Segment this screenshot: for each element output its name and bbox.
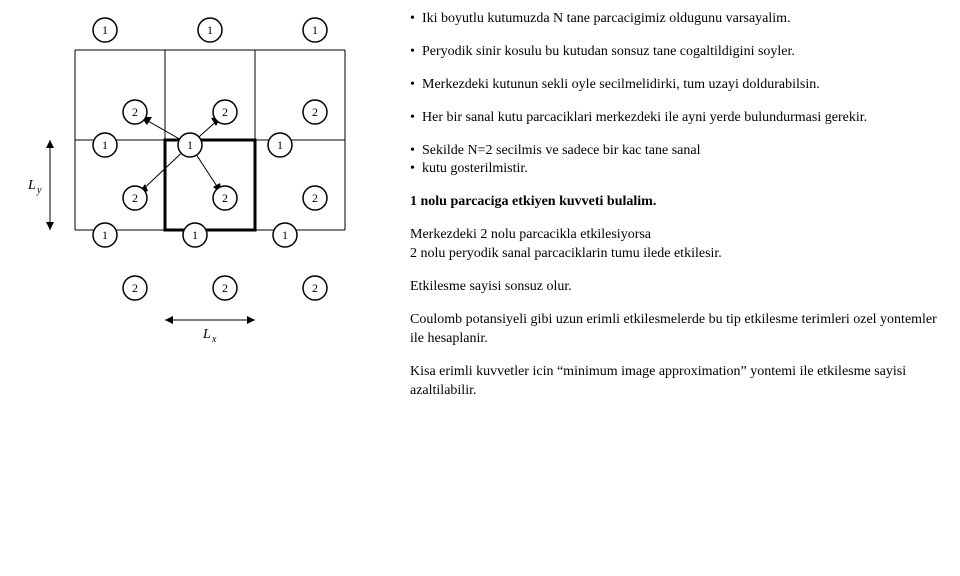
svg-text:1: 1	[102, 138, 108, 152]
para-6: 1 nolu parcaciga etkiyen kuvveti bulalim…	[410, 193, 940, 212]
svg-text:1: 1	[207, 23, 213, 37]
para-3: Merkezdeki kutunun sekli oyle secilmelid…	[422, 76, 820, 95]
svg-text:L: L	[27, 178, 36, 193]
explanation-text: •Iki boyutlu kutumuzda N tane parcacigim…	[380, 10, 940, 430]
svg-text:2: 2	[222, 281, 228, 295]
svg-text:2: 2	[132, 281, 138, 295]
svg-text:1: 1	[192, 228, 198, 242]
interaction-arrows	[138, 117, 222, 194]
svg-text:1: 1	[277, 138, 283, 152]
ly-axis: L y	[27, 140, 54, 230]
svg-text:x: x	[211, 334, 217, 345]
lx-axis: L x	[165, 316, 255, 345]
svg-text:L: L	[202, 327, 211, 342]
svg-text:y: y	[36, 185, 42, 196]
svg-text:2: 2	[312, 191, 318, 205]
svg-text:2: 2	[312, 281, 318, 295]
svg-text:1: 1	[282, 228, 288, 242]
periodic-box-figure: 1 1 1 2 2 2 1 1 1 2 2 2 1 1 1 2 2 2 L y L x	[20, 10, 380, 430]
svg-text:2: 2	[132, 191, 138, 205]
para-7a: Merkezdeki 2 nolu parcacikla etkilesiyor…	[410, 227, 651, 242]
svg-text:1: 1	[102, 23, 108, 37]
svg-text:1: 1	[312, 23, 318, 37]
para-7b: 2 nolu peryodik sanal parcaciklarin tumu…	[410, 246, 722, 261]
para-1: Iki boyutlu kutumuzda N tane parcacigimi…	[422, 10, 791, 29]
para-2: Peryodik sinir kosulu bu kutudan sonsuz …	[422, 43, 795, 62]
para-8: Etkilesme sayisi sonsuz olur.	[410, 278, 940, 297]
svg-text:2: 2	[222, 191, 228, 205]
svg-text:2: 2	[132, 105, 138, 119]
para-10: Kisa erimli kuvvetler icin “minimum imag…	[410, 363, 940, 401]
svg-text:2: 2	[222, 105, 228, 119]
svg-text:2: 2	[312, 105, 318, 119]
svg-text:1: 1	[102, 228, 108, 242]
para-4: Her bir sanal kutu parcaciklari merkezde…	[422, 109, 867, 128]
para-5b: kutu gosterilmistir.	[422, 160, 528, 179]
para-9: Coulomb potansiyeli gibi uzun erimli etk…	[410, 311, 940, 349]
svg-text:1: 1	[187, 138, 193, 152]
para-5a: Sekilde N=2 secilmis ve sadece bir kac t…	[422, 142, 700, 161]
